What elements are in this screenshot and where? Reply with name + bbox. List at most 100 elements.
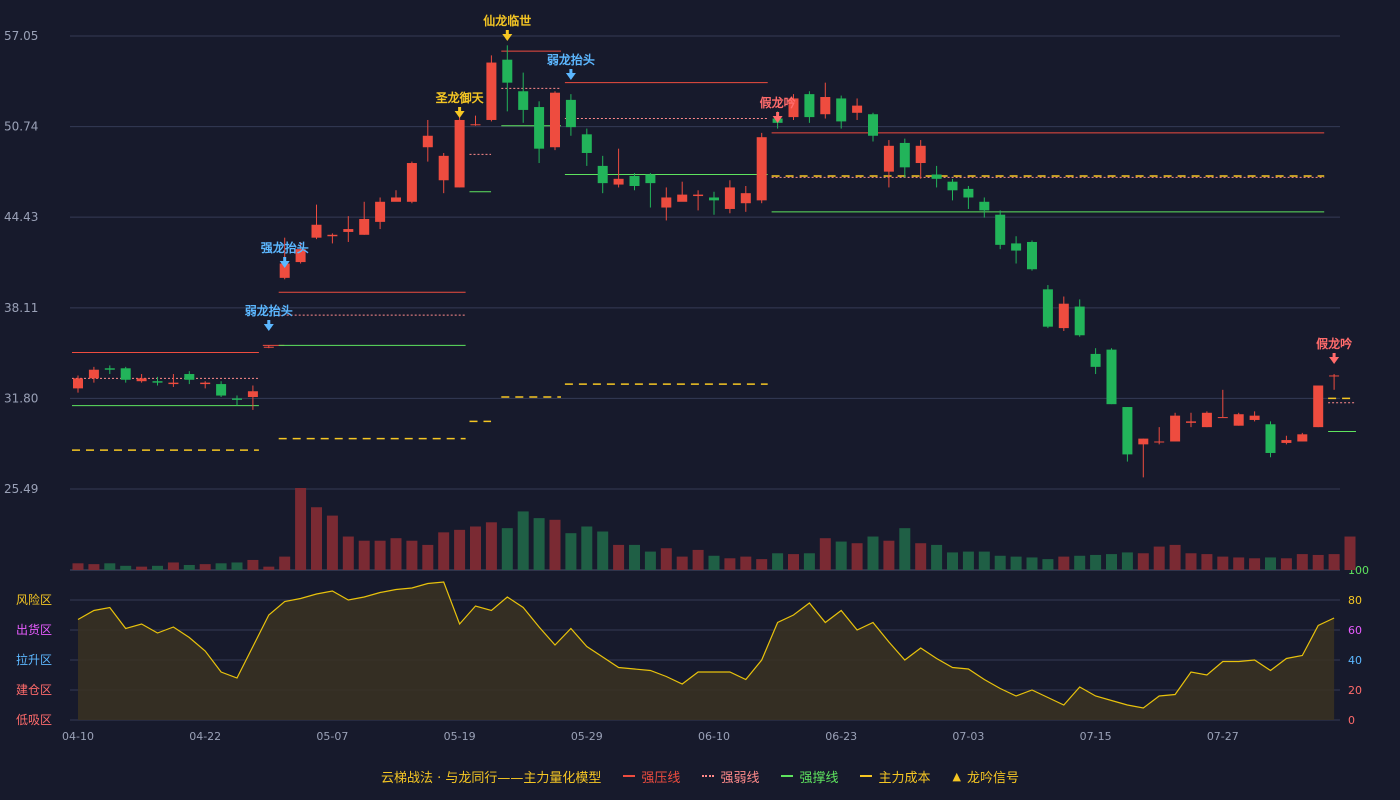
candle-body [581,134,592,153]
candle-body [995,214,1006,245]
candle-body [1122,407,1133,455]
candle-body [534,107,545,149]
legend-weak-resist-swatch [702,775,715,777]
volume-bar [311,507,322,570]
candle-body [931,174,942,179]
volume-bar [326,515,338,570]
volume-bar [390,538,402,570]
candle-body [1297,434,1308,442]
volume-bar [374,540,386,570]
candle-body [1217,417,1228,419]
signal-arrow-stem [458,107,462,111]
volume-bar [1185,553,1197,570]
candle-body [915,145,926,164]
legend-strong-support[interactable]: 强撑线 [781,767,838,786]
candle-body [168,382,179,385]
indicator-line [77,581,1335,709]
price-tick-label: 44.43 [4,210,38,224]
price-tick-label: 31.80 [4,391,38,405]
price-tick-label: 25.49 [4,482,38,496]
volume-bar [883,540,895,570]
candle-body [1313,385,1324,428]
volume-bar [1106,554,1117,570]
candle-body [343,229,354,232]
candle-body [73,378,83,389]
volume-bar [1121,552,1133,570]
chart-legend: 云梯战法 · 与龙同行——主力量化模型 强压线 强弱线 强撑线 主力成本 ▲ 龙… [0,762,1400,790]
volume-bar [406,540,418,570]
candle-body [597,165,608,184]
volume-bar [1217,556,1229,570]
volume-bar [1265,557,1276,570]
volume-bar [629,544,640,570]
volume-bar [819,538,831,570]
legend-strong-support-swatch [781,775,794,777]
legend-weak-resist[interactable]: 强弱线 [702,767,759,786]
volume-bar [1090,554,1102,570]
signal-label: 圣龙御天 [435,90,485,105]
date-tick-label: 05-19 [444,730,476,743]
volume-bar [152,565,163,570]
candle-body [1106,349,1117,405]
volume-bar [803,553,815,570]
candle-body [486,62,497,120]
volume-bar [994,555,1006,570]
candle-body [311,224,322,238]
volume-bar [962,551,974,570]
volume-bar [279,556,291,570]
candle-body [709,197,719,201]
signal-arrow-stem [569,69,573,73]
indicator-zone-label: 建仓区 [16,683,52,697]
signal-label: 强龙抬头 [261,240,309,255]
candle-body [979,201,990,211]
volume-bar [835,541,847,570]
candle-body [1042,289,1053,327]
candle-body [1233,414,1244,426]
candle-body [136,378,147,382]
legend-title: 云梯战法 · 与龙同行——主力量化模型 [381,770,602,786]
date-tick-label: 04-22 [189,730,221,743]
legend-cost[interactable]: 主力成本 [860,767,930,786]
volume-bar [692,549,704,570]
candle-body [454,119,465,188]
legend-signal[interactable]: ▲ 龙吟信号 [952,767,1018,786]
date-tick-label: 06-23 [825,730,857,743]
volume-bar [851,543,863,570]
volume-bar [358,540,370,570]
volume-bar [183,564,195,570]
candle-body [422,135,433,148]
price-tick-label: 57.05 [4,29,38,43]
indicator-tick-label: 80 [1348,594,1362,607]
candle-body [820,97,831,115]
legend-strong-resist[interactable]: 强压线 [623,767,680,786]
candle-body [279,263,290,278]
candle-body [1249,415,1260,420]
volume-bar [931,544,943,570]
indicator-zone-label: 拉升区 [16,652,52,667]
candle-body [836,98,847,122]
candle-body [1011,243,1022,251]
candle-body [438,155,449,181]
candle-body [852,105,863,113]
date-tick-label: 04-10 [62,730,94,743]
date-tick-label: 06-10 [698,730,730,743]
volume-bar [1058,556,1070,570]
candle-body [88,369,99,379]
candle-body [359,219,370,235]
candle-body [375,201,386,222]
candle-body [1074,306,1085,336]
triangle-icon: ▲ [952,769,961,783]
candle-body [1154,441,1165,443]
candle-body [263,346,274,348]
date-tick-label: 07-27 [1207,730,1239,743]
volume-bar [581,526,593,570]
candle-body [518,91,529,110]
indicator-tick-label: 40 [1348,654,1362,667]
volume-bar [1153,546,1165,570]
signal-label: 假龙吟 [760,95,796,110]
volume-bar [644,551,656,570]
signal-arrow-icon [772,116,783,123]
volume-bar [1249,558,1261,570]
volume-bar [295,488,307,570]
